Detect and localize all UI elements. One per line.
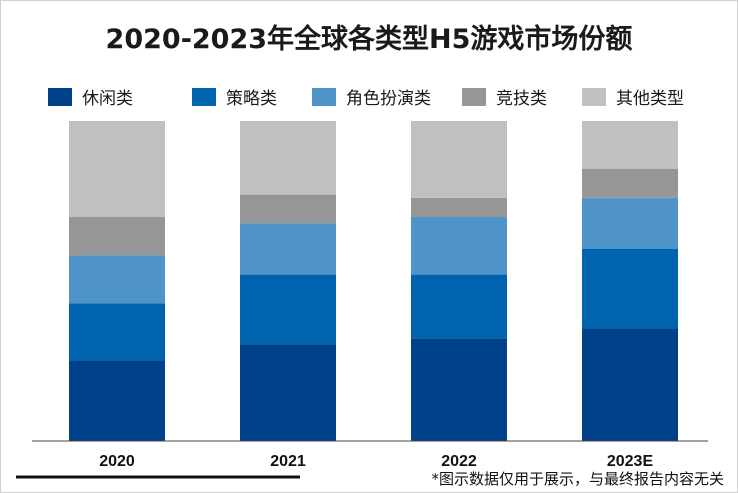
bar-2020-series-2 [69, 303, 165, 361]
bar-2023E-series-4 [582, 169, 678, 198]
bar-2020-series-3 [69, 255, 165, 304]
bar-2021-series-5 [240, 121, 336, 195]
bar-2020-series-1 [69, 361, 165, 441]
legend-swatch-1 [48, 88, 72, 106]
bar-2023E-series-2 [582, 249, 678, 329]
x-tick-label-4: 2023E [607, 453, 654, 470]
chart-title: 2020-2023年全球各类型H5游戏市场份额 [106, 23, 633, 55]
bar-2022-series-4 [411, 197, 507, 217]
x-tick-label-1: 2020 [99, 453, 135, 470]
legend-swatch-3 [312, 88, 336, 106]
legend-label-4: 竞技类 [496, 89, 547, 109]
legend-swatch-5 [582, 88, 606, 106]
bar-2023E-series-3 [582, 197, 678, 249]
bar-2021-series-1 [240, 345, 336, 441]
x-tick-label-3: 2022 [441, 453, 477, 470]
bar-2023E-series-1 [582, 329, 678, 441]
bar-2022-series-2 [411, 274, 507, 339]
legend-label-3: 角色扮演类 [346, 89, 431, 109]
bar-2020-series-5 [69, 121, 165, 217]
bar-2021-series-3 [240, 223, 336, 275]
x-axis-ticks: 2020 2021 2022 2023E [99, 453, 653, 470]
bar-2023E-series-5 [582, 121, 678, 169]
bar-2020-series-4 [69, 217, 165, 256]
bar-2022-series-1 [411, 338, 507, 441]
legend-label-1: 休闲类 [82, 89, 133, 109]
x-tick-label-2: 2021 [270, 453, 306, 470]
bar-2021-series-2 [240, 274, 336, 345]
bar-2021-series-4 [240, 194, 336, 224]
legend-swatch-4 [462, 88, 486, 106]
legend: 休闲类 策略类 角色扮演类 竞技类 其他类型 [48, 88, 684, 109]
bars [69, 121, 678, 441]
bar-2022-series-5 [411, 121, 507, 198]
bar-2022-series-3 [411, 217, 507, 275]
legend-label-2: 策略类 [226, 89, 277, 109]
footnote: *图示数据仅用于展示，与最终报告内容无关 [431, 470, 724, 488]
legend-swatch-2 [192, 88, 216, 106]
legend-label-5: 其他类型 [616, 89, 684, 109]
